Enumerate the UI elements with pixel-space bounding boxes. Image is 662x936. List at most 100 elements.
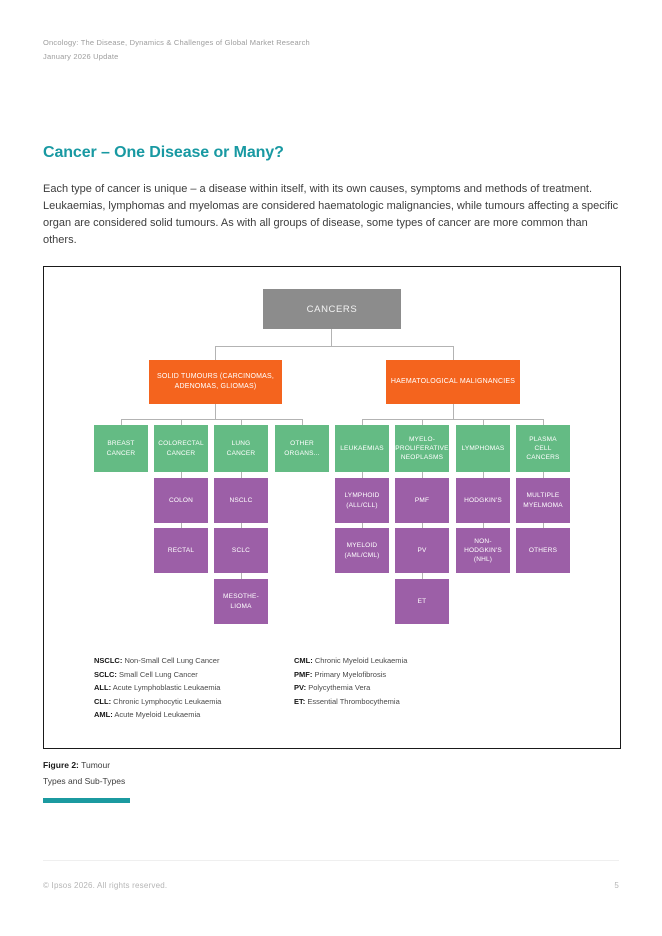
node-others: OTHERS — [516, 528, 570, 573]
legend-text: Chronic Lymphocytic Leukaemia — [113, 696, 222, 706]
legend-abbr: PV: — [294, 683, 307, 692]
legend-abbr: CML: — [294, 656, 313, 665]
node-myeloid: MYELOID (AML/CML) — [335, 528, 389, 573]
connector-line — [362, 472, 363, 478]
node-rectal: RECTAL — [154, 528, 208, 573]
legend-text: Primary Myelofibrosis — [314, 669, 387, 679]
node-solid-tumours: SOLID TUMOURS (CARCINOMAS, ADENOMAS, GLI… — [149, 360, 282, 404]
legend-abbr: PMF: — [294, 669, 313, 679]
connector-line — [483, 472, 484, 478]
legend-right-column: CML: Chronic Myeloid Leukaemia PMF: Prim… — [294, 654, 407, 708]
legend-text: Polycythemia Vera — [308, 683, 371, 692]
node-pv: PV — [395, 528, 449, 573]
legend-abbr: AML: — [94, 710, 113, 719]
tumour-types-diagram: CANCERS SOLID TUMOURS (CARCINOMAS, ADENO… — [43, 266, 621, 749]
legend-item: SCLC: Small Cell Lung Cancer — [94, 668, 221, 682]
figure-caption-line2: Types and Sub-Types — [43, 775, 126, 786]
node-colorectal-cancer: COLORECTAL CANCER — [154, 425, 208, 472]
node-multiple-myeloma: MULTIPLE MYELMOMA — [516, 478, 570, 523]
connector-line — [362, 419, 363, 425]
body-paragraph: Each type of cancer is unique – a diseas… — [43, 183, 619, 246]
legend-item: ET: Essential Thrombocythemia — [294, 695, 407, 709]
node-breast-cancer: BREAST CANCER — [94, 425, 148, 472]
figure-label: Figure 2: — [43, 760, 79, 770]
connector-line — [181, 523, 182, 528]
legend-text: Chronic Myeloid Leukaemia — [314, 656, 408, 665]
node-leukaemias: LEUKAEMIAS — [335, 425, 389, 472]
running-header: Oncology: The Disease, Dynamics & Challe… — [43, 36, 310, 64]
legend-text: Acute Myeloid Leukaemia — [114, 710, 201, 719]
node-mesothelioma: MESOTHE-LIOMA — [214, 579, 268, 624]
node-haematological-malignancies: HAEMATOLOGICAL MALIGNANCIES — [386, 360, 520, 404]
page-title: Cancer – One Disease or Many? — [43, 144, 284, 161]
node-lung-cancer: LUNG CANCER — [214, 425, 268, 472]
connector-line — [422, 523, 423, 528]
report-title-line: Oncology: The Disease, Dynamics & Challe… — [43, 38, 310, 47]
legend-item: CLL: Chronic Lymphocytic Leukaemia — [94, 695, 221, 709]
node-colon: COLON — [154, 478, 208, 523]
connector-line — [121, 419, 302, 420]
legend-item: CML: Chronic Myeloid Leukaemia — [294, 654, 407, 668]
connector-line — [241, 419, 242, 425]
connector-line — [215, 346, 453, 347]
legend-abbr: ALL: — [94, 683, 112, 692]
node-non-hodgkins: NON-HODGKIN'S (NHL) — [456, 528, 510, 573]
figure-caption-text: Tumour — [78, 760, 111, 770]
legend-text: Non-Small Cell Lung Cancer — [124, 656, 220, 665]
legend-abbr: SCLC: — [94, 669, 117, 679]
page-footer: © Ipsos 2026. All rights reserved. 5 — [43, 860, 619, 890]
figure-caption: Figure 2: Tumour Types and Sub-Types — [43, 758, 125, 789]
legend-text: Essential Thrombocythemia — [307, 696, 400, 706]
connector-line — [121, 419, 122, 425]
connector-line — [422, 472, 423, 478]
node-hodgkins: HODGKIN'S — [456, 478, 510, 523]
legend-abbr: CLL: — [94, 696, 112, 706]
node-myeloproliferative-neoplasms: MYELO-PROLIFERATIVE NEOPLASMS — [395, 425, 449, 472]
legend-abbr: ET: — [294, 696, 306, 706]
node-lymphomas: LYMPHOMAS — [456, 425, 510, 472]
connector-line — [543, 472, 544, 478]
connector-line — [483, 419, 484, 425]
legend-item: AML: Acute Myeloid Leukaemia — [94, 708, 221, 722]
connector-line — [422, 419, 423, 425]
connector-line — [181, 419, 182, 425]
node-other-organs: OTHER ORGANS... — [275, 425, 329, 472]
legend-item: PMF: Primary Myelofibrosis — [294, 668, 407, 682]
node-plasma-cell-cancers: PLASMA CELL CANCERS — [516, 425, 570, 472]
legend-item: PV: Polycythemia Vera — [294, 681, 407, 695]
connector-line — [483, 523, 484, 528]
legend-abbr: NSCLC: — [94, 656, 123, 665]
legend-item: ALL: Acute Lymphoblastic Leukaemia — [94, 681, 221, 695]
connector-line — [215, 346, 216, 360]
connector-line — [181, 472, 182, 478]
node-cancers: CANCERS — [263, 289, 401, 329]
connector-line — [241, 523, 242, 528]
legend-text: Acute Lymphoblastic Leukaemia — [112, 683, 221, 692]
node-et: ET — [395, 579, 449, 624]
copyright-text: © Ipsos 2026. All rights reserved. — [43, 881, 168, 890]
connector-line — [543, 523, 544, 528]
legend-text: Small Cell Lung Cancer — [119, 669, 198, 679]
connector-line — [302, 419, 303, 425]
connector-line — [331, 329, 332, 346]
page-number: 5 — [614, 881, 619, 890]
caption-accent-bar — [43, 798, 130, 803]
node-pmf: PMF — [395, 478, 449, 523]
connector-line — [241, 472, 242, 478]
figure-caption-line1: Figure 2: Tumour — [43, 758, 125, 774]
node-nsclc: NSCLC — [214, 478, 268, 523]
connector-line — [453, 404, 454, 419]
connector-line — [453, 346, 454, 360]
connector-line — [362, 419, 543, 420]
node-lymphoid: LYMPHOID (ALL/CLL) — [335, 478, 389, 523]
report-date-line: January 2026 Update — [43, 52, 119, 61]
node-sclc: SCLC — [214, 528, 268, 573]
legend-item: NSCLC: Non-Small Cell Lung Cancer — [94, 654, 221, 668]
connector-line — [362, 523, 363, 528]
connector-line — [422, 573, 423, 579]
legend-left-column: NSCLC: Non-Small Cell Lung Cancer SCLC: … — [94, 654, 221, 722]
connector-line — [543, 419, 544, 425]
connector-line — [241, 573, 242, 579]
connector-line — [215, 404, 216, 419]
